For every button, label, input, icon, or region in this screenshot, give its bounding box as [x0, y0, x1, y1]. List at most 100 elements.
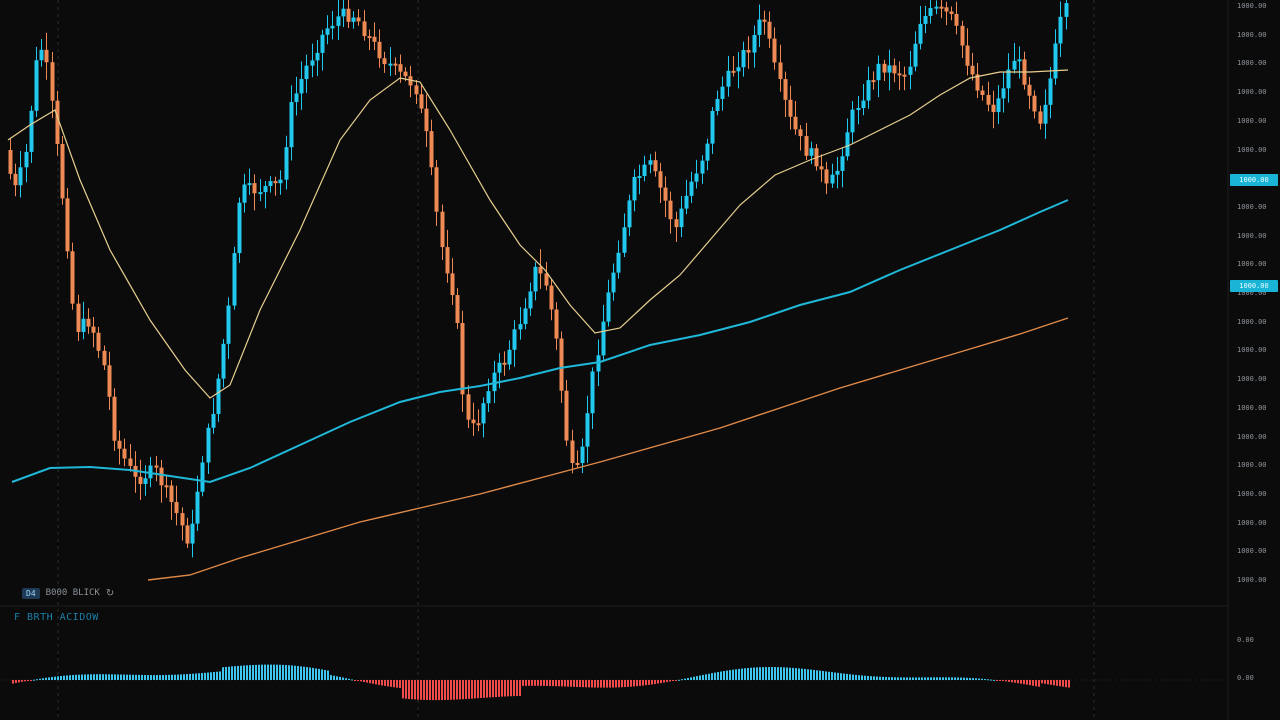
bull-candle	[585, 413, 590, 447]
bear-candle	[356, 17, 361, 22]
histogram-bar-positive	[858, 675, 860, 680]
price-axis-label: 1000.00	[1237, 231, 1267, 240]
histogram-bar-positive	[831, 672, 833, 680]
histogram-bar-negative	[393, 680, 395, 688]
histogram-bar-positive	[180, 674, 182, 680]
bull-candle	[632, 176, 637, 201]
bear-candle	[440, 211, 445, 248]
histogram-bar-positive	[729, 670, 731, 680]
histogram-bar-positive	[975, 678, 977, 680]
bull-candle	[294, 93, 299, 103]
bull-candle	[835, 170, 840, 175]
histogram-bar-positive	[258, 664, 260, 680]
histogram-bar-negative	[27, 680, 29, 681]
histogram-bar-positive	[285, 665, 287, 680]
bull-candle	[887, 65, 892, 73]
bear-candle	[476, 423, 481, 426]
histogram-bar-positive	[876, 676, 878, 680]
histogram-bar-negative	[378, 680, 380, 685]
price-axis-label: 1000.00	[1237, 317, 1267, 326]
histogram-bar-positive	[840, 673, 842, 680]
histogram-bar-negative	[1047, 680, 1049, 685]
histogram-bar-positive	[768, 667, 770, 680]
bull-candle	[715, 98, 720, 111]
bear-candle	[544, 273, 549, 286]
histogram-bar-positive	[198, 673, 200, 680]
histogram-bar-negative	[1029, 680, 1031, 686]
histogram-bar-negative	[546, 680, 548, 686]
bear-candle	[460, 323, 465, 395]
histogram-bar-positive	[297, 666, 299, 680]
bear-candle	[164, 485, 169, 488]
bear-candle	[980, 90, 985, 95]
bull-candle	[752, 35, 757, 53]
histogram-bar-negative	[468, 680, 470, 699]
bear-candle	[434, 167, 439, 212]
histogram-bar-positive	[177, 674, 179, 680]
bull-candle	[845, 132, 850, 157]
symbol-legend[interactable]: D4 B000 BLICK ↻	[22, 586, 114, 600]
histogram-bar-positive	[717, 672, 719, 680]
histogram-bar-positive	[855, 674, 857, 680]
histogram-bar-negative	[15, 680, 17, 683]
histogram-bar-positive	[321, 669, 323, 680]
bear-candle	[408, 76, 413, 86]
bull-candle	[497, 362, 502, 373]
histogram-bar-positive	[702, 674, 704, 680]
price-axis-label: 1000.00	[1237, 59, 1267, 68]
histogram-bar-negative	[561, 680, 563, 687]
bull-candle	[320, 34, 325, 53]
histogram-bar-positive	[288, 665, 290, 680]
bull-candle	[492, 372, 497, 392]
histogram-bar-positive	[783, 667, 785, 680]
current-price-tag[interactable]: 1000.00	[1230, 174, 1278, 186]
histogram-bar-negative	[1002, 680, 1004, 681]
histogram-bar-negative	[429, 680, 431, 701]
symbol-badge[interactable]: D4	[22, 587, 40, 599]
histogram-bar-negative	[573, 680, 575, 687]
histogram-bar-negative	[1050, 680, 1052, 685]
histogram-bar-negative	[519, 680, 521, 696]
histogram-bar-negative	[411, 680, 413, 700]
histogram-bar-positive	[882, 676, 884, 680]
histogram-bar-negative	[507, 680, 509, 697]
bull-candle	[642, 164, 647, 177]
histogram-bar-negative	[582, 680, 584, 688]
bull-candle	[616, 252, 621, 273]
histogram-bar-positive	[687, 677, 689, 680]
current-price-tag[interactable]: 1000.00	[1230, 280, 1278, 292]
bear-candle	[892, 65, 897, 74]
bull-candle	[330, 25, 335, 29]
histogram-bar-positive	[822, 671, 824, 680]
histogram-bar-positive	[741, 668, 743, 680]
histogram-bar-negative	[1011, 680, 1013, 683]
histogram-bar-negative	[492, 680, 494, 698]
histogram-bar-positive	[798, 668, 800, 680]
histogram-bar-negative	[591, 680, 593, 688]
histogram-bar-positive	[243, 665, 245, 680]
histogram-bar-positive	[990, 679, 992, 681]
histogram-bar-negative	[597, 680, 599, 688]
histogram-bar-positive	[933, 677, 935, 680]
histogram-bar-negative	[474, 680, 476, 699]
histogram-bar-positive	[126, 674, 128, 680]
histogram-bar-positive	[210, 672, 212, 680]
bear-candle	[138, 476, 143, 484]
histogram-bar-negative	[651, 680, 653, 685]
histogram-bar-positive	[315, 668, 317, 680]
histogram-bar-positive	[129, 674, 131, 680]
histogram-bar-positive	[711, 673, 713, 680]
histogram-bar-positive	[849, 674, 851, 680]
histogram-bar-positive	[150, 675, 152, 680]
histogram-bar-positive	[972, 678, 974, 680]
histogram-bar-negative	[405, 680, 407, 699]
refresh-icon[interactable]: ↻	[105, 587, 115, 599]
histogram-bar-positive	[183, 674, 185, 680]
histogram-bar-positive	[90, 674, 92, 680]
histogram-bar-positive	[861, 675, 863, 680]
histogram-bar-positive	[78, 674, 80, 680]
bear-candle	[897, 73, 902, 76]
bull-candle	[533, 266, 538, 292]
histogram-bar-positive	[684, 678, 686, 680]
